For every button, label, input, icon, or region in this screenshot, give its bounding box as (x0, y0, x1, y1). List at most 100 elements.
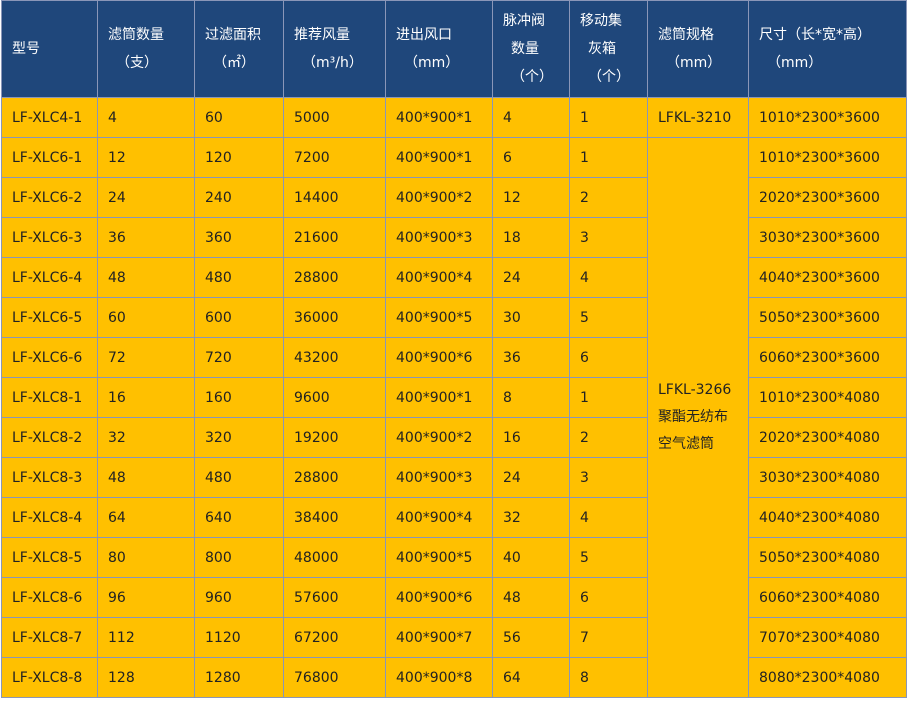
header-line: 数量 (511, 41, 539, 57)
table-cell: LF-XLC8-3 (1, 457, 98, 498)
table-cell: 4040*2300*3600 (748, 257, 907, 298)
table-cell: 360 (194, 217, 284, 258)
header-line: （mm） (404, 55, 460, 71)
table-cell: LF-XLC6-6 (1, 337, 98, 378)
table-cell: LF-XLC8-6 (1, 577, 98, 618)
table-cell: LF-XLC4-1 (1, 97, 98, 138)
table-cell: 16 (97, 377, 195, 418)
header-line: 移动集 (580, 13, 622, 29)
header-line: （个） (511, 69, 553, 85)
table-cell: 48 (97, 257, 195, 298)
header-line: 滤筒数量 (108, 27, 164, 43)
table-cell: 4 (569, 497, 648, 538)
spec-line: 空气滤筒 (658, 436, 714, 452)
table-row: LF-XLC6-2 24 240 14400 400*900*2 12 2 2020*2300… (1, 177, 907, 218)
table-cell: 4040*2300*4080 (748, 497, 907, 538)
table-cell: 12 (97, 137, 195, 178)
table-cell: 400*900*2 (385, 177, 493, 218)
table-cell: 72 (97, 337, 195, 378)
table-cell: 4 (492, 97, 570, 138)
table-cell: 24 (492, 457, 570, 498)
table-cell: 6060*2300*4080 (748, 577, 907, 618)
table-cell: 400*900*3 (385, 217, 493, 258)
table-cell: 12 (492, 177, 570, 218)
table-cell: 400*900*2 (385, 417, 493, 458)
table-cell: 76800 (283, 657, 386, 698)
table-cell: LF-XLC8-4 (1, 497, 98, 538)
table-cell: LF-XLC8-5 (1, 537, 98, 578)
column-header: 滤筒数量 （支） (97, 0, 195, 98)
table-row: LF-XLC6-3 36 360 21600 400*900*3 18 3 3030*2300… (1, 217, 907, 258)
table-cell: 16 (492, 417, 570, 458)
table-cell: 36 (492, 337, 570, 378)
table-cell: LF-XLC6-4 (1, 257, 98, 298)
table-cell: 80 (97, 537, 195, 578)
header-row: 型号 滤筒数量 （支） 过滤面积 （㎡） 推荐风量 （m³/h） 进出风口 （mm） 脉冲阀 数量 （… (1, 0, 907, 98)
table-cell: 400*900*1 (385, 377, 493, 418)
table-cell: 6060*2300*3600 (748, 337, 907, 378)
table-cell: 32 (492, 497, 570, 538)
table-cell: 400*900*1 (385, 97, 493, 138)
column-header: 尺寸（长*宽*高） （mm） (748, 0, 907, 98)
table-cell: LF-XLC8-7 (1, 617, 98, 658)
table-cell: 64 (97, 497, 195, 538)
table-cell: 48000 (283, 537, 386, 578)
table-cell: 160 (194, 377, 284, 418)
table-cell: 60 (194, 97, 284, 138)
table-cell: 4 (97, 97, 195, 138)
column-header: 脉冲阀数量 （个） (492, 0, 570, 98)
table-cell: 1010*2300*3600 (748, 137, 907, 178)
table-cell: 240 (194, 177, 284, 218)
table-row: LF-XLC8-8 128 1280 76800 400*900*8 64 8 8080*23… (1, 657, 907, 698)
table-cell: 3030*2300*4080 (748, 457, 907, 498)
table-cell: 400*900*4 (385, 257, 493, 298)
table-cell: 128 (97, 657, 195, 698)
table-cell: 5050*2300*4080 (748, 537, 907, 578)
table-cell: 1280 (194, 657, 284, 698)
table-cell: 400*900*5 (385, 297, 493, 338)
header-line: （mm） (666, 55, 722, 71)
table-cell: 320 (194, 417, 284, 458)
table-cell: 24 (492, 257, 570, 298)
column-header: 过滤面积 （㎡） (194, 0, 284, 98)
table-cell: 48 (97, 457, 195, 498)
header-line: （个） (588, 69, 630, 85)
table-cell: 18 (492, 217, 570, 258)
header-line: （支） (116, 55, 158, 71)
table-cell: 5000 (283, 97, 386, 138)
table-row: LF-XLC6-4 48 480 28800 400*900*4 24 4 4040*2300… (1, 257, 907, 298)
table-cell: 6 (569, 337, 648, 378)
table-cell: 400*900*4 (385, 497, 493, 538)
table-cell: 36000 (283, 297, 386, 338)
column-header: 型号 (1, 0, 98, 98)
table-row: LF-XLC6-6 72 720 43200 400*900*6 36 6 6060*2300… (1, 337, 907, 378)
header-line: 进出风口 (396, 27, 452, 43)
table-cell: 400*900*6 (385, 337, 493, 378)
table-cell: 120 (194, 137, 284, 178)
table-cell: 1010*2300*3600 (748, 97, 907, 138)
table-cell: 8080*2300*4080 (748, 657, 907, 698)
filter-spec-merged-cell: LFKL-3266 聚酯无纺布 空气滤筒 (647, 137, 749, 698)
table-cell: 60 (97, 297, 195, 338)
header-line: 脉冲阀 (503, 13, 545, 29)
table-cell: 6 (569, 577, 648, 618)
table-cell: 640 (194, 497, 284, 538)
table-cell: 64 (492, 657, 570, 698)
table-cell: LF-XLC6-2 (1, 177, 98, 218)
table-cell: 4 (569, 257, 648, 298)
table-cell: 6 (492, 137, 570, 178)
table-cell: 8 (569, 657, 648, 698)
table-row: LF-XLC8-3 48 480 28800 400*900*3 24 3 3030*2300… (1, 457, 907, 498)
table-cell: 480 (194, 257, 284, 298)
table-cell: 400*900*5 (385, 537, 493, 578)
table-row: LF-XLC6-1 12 120 7200 400*900*1 6 1 LFKL-3266 聚酯… (1, 137, 907, 698)
header-line: 型号 (12, 41, 40, 57)
table-cell: 2 (569, 417, 648, 458)
table-row: LF-XLC8-6 96 960 57600 400*900*6 48 6 6060*2300… (1, 577, 907, 618)
table-cell: 400*900*1 (385, 137, 493, 178)
table-cell: 2 (569, 177, 648, 218)
table-cell: 8 (492, 377, 570, 418)
table-cell: 480 (194, 457, 284, 498)
table-cell: 48 (492, 577, 570, 618)
